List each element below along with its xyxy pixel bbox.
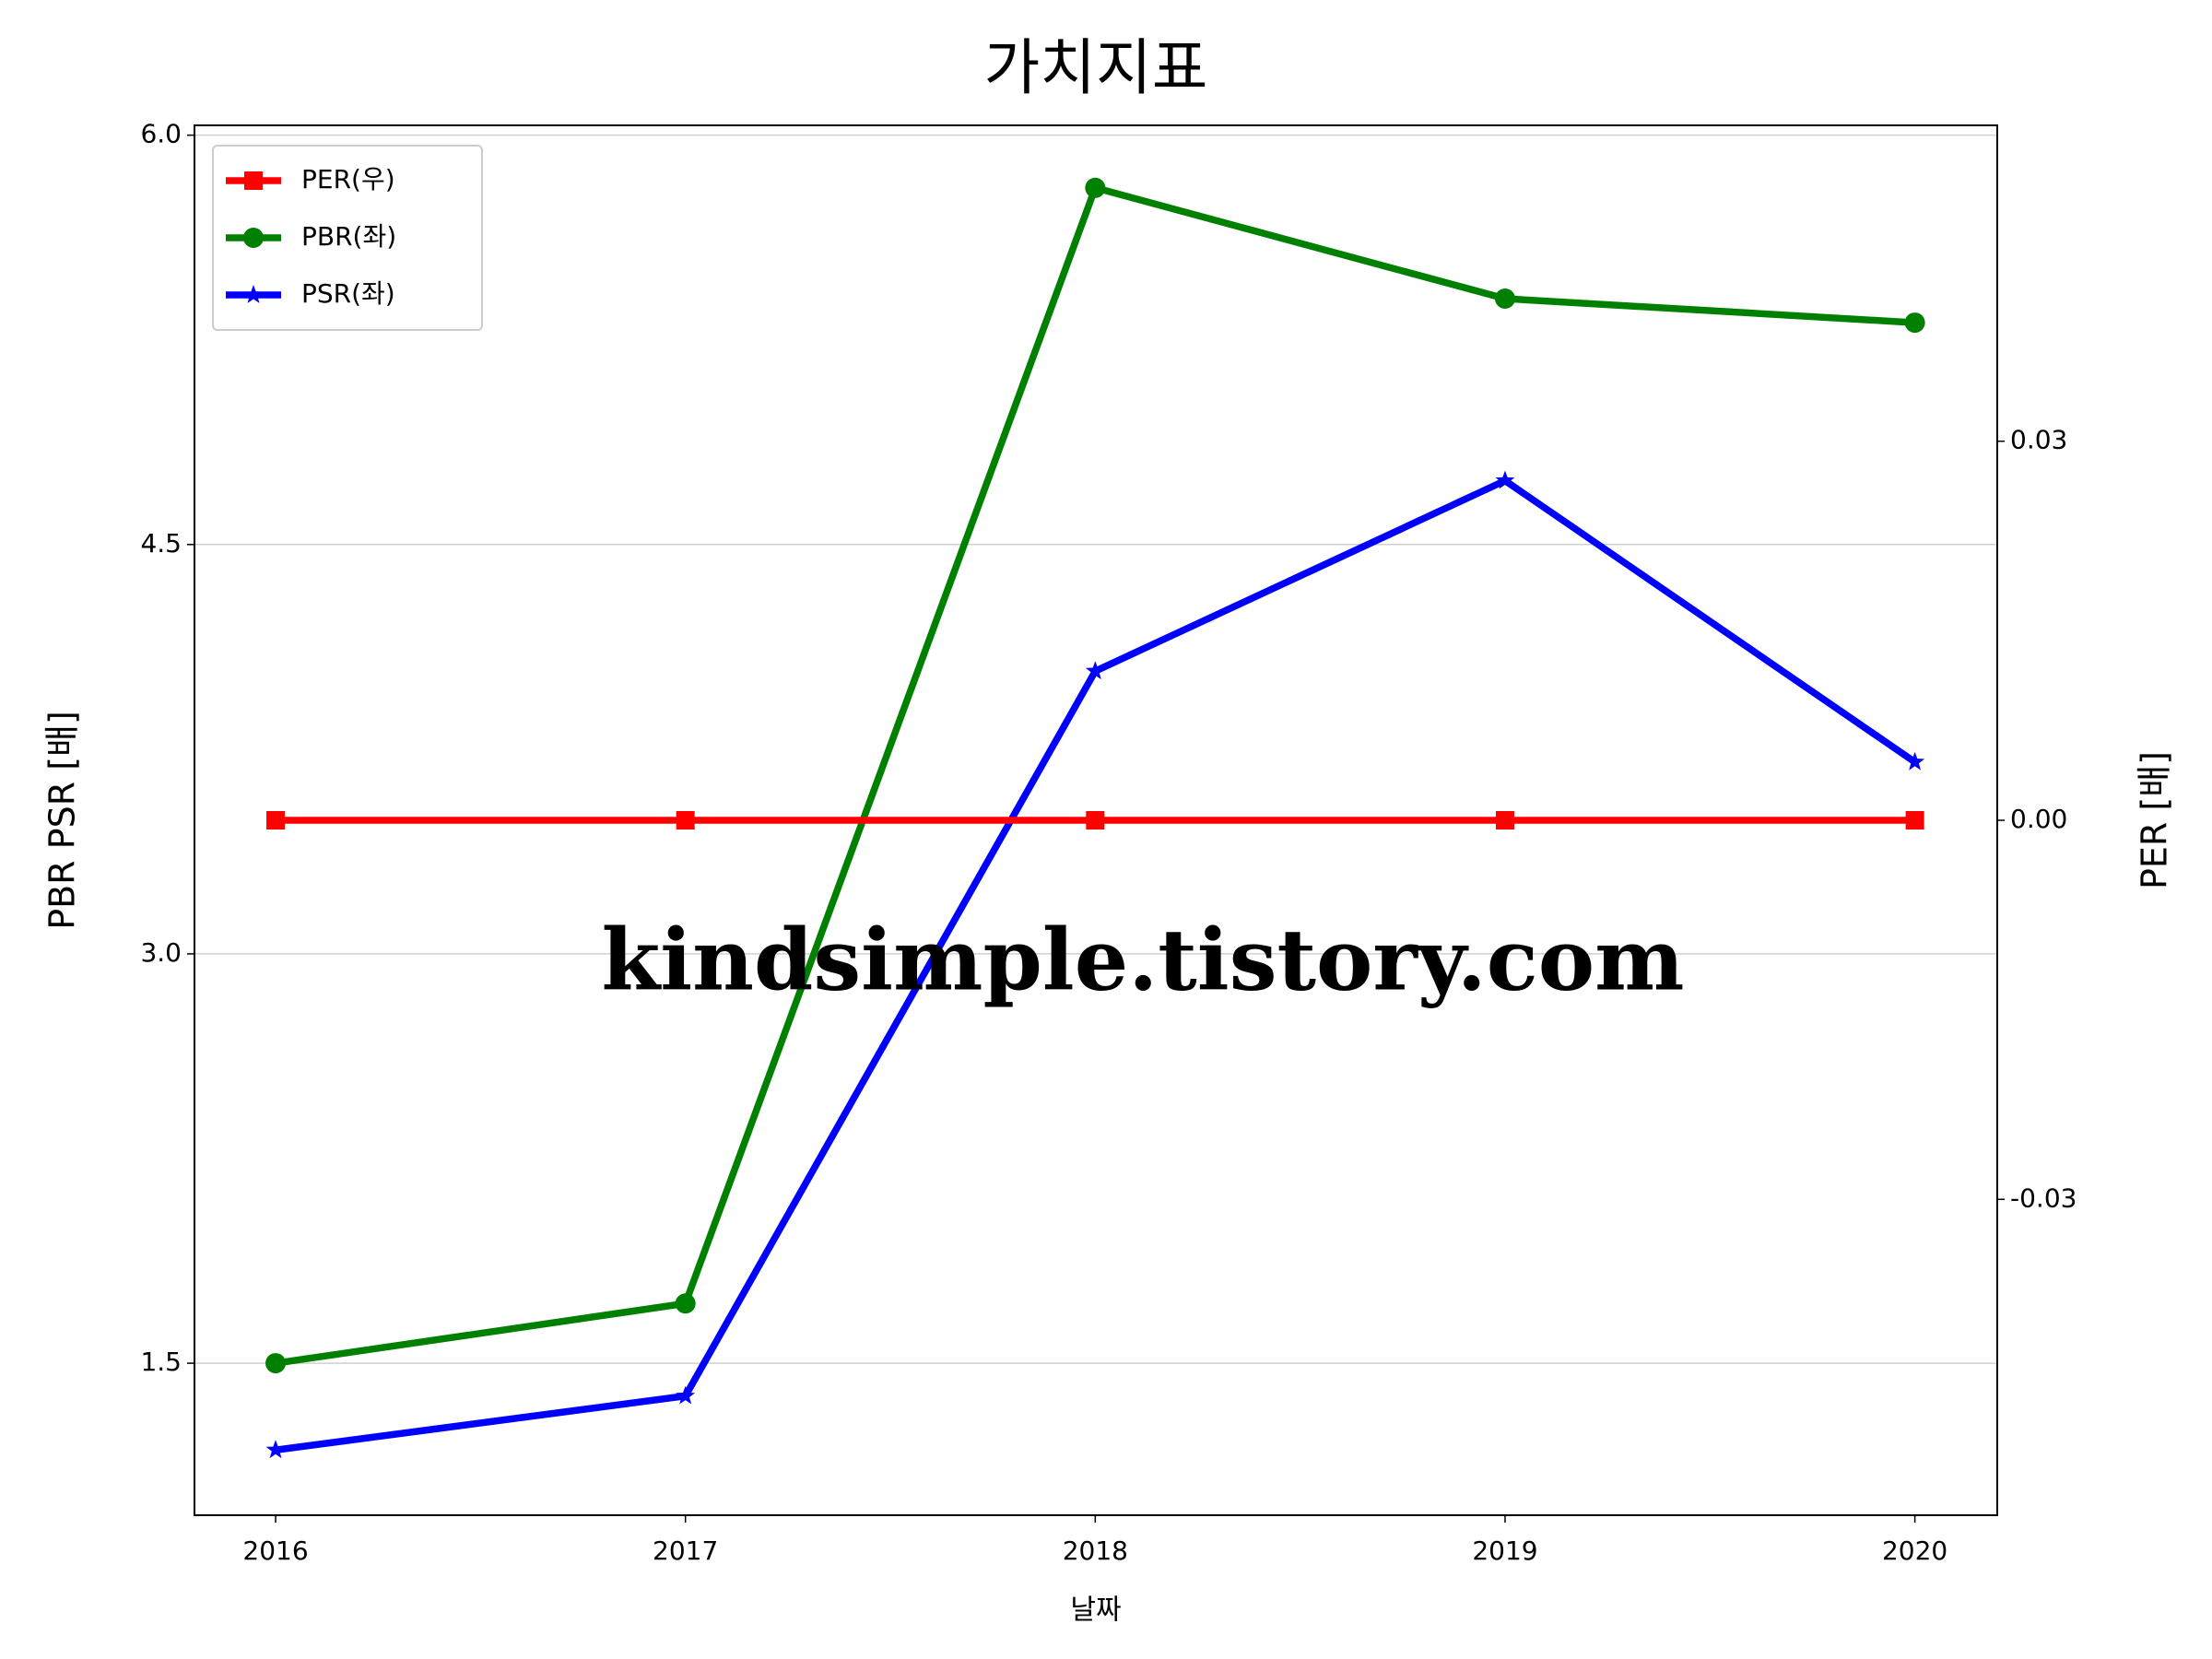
marker — [1085, 177, 1106, 198]
y2-tick-label: 0.03 — [2010, 425, 2067, 455]
marker — [1905, 751, 1925, 771]
x-tick-label: 2017 — [653, 1535, 718, 1566]
x-axis-label: 날짜 — [1070, 1594, 1121, 1627]
legend-marker — [244, 171, 263, 190]
legend-label: PBR(좌) — [301, 221, 396, 252]
marker — [1904, 312, 1925, 334]
y-tick-label: 3.0 — [140, 937, 182, 968]
x-tick-label: 2016 — [242, 1535, 308, 1566]
legend-marker — [243, 228, 264, 248]
marker — [265, 1440, 286, 1459]
y-axis-label: PBR PSR [배] — [42, 711, 83, 930]
y2-tick-label: -0.03 — [2010, 1182, 2077, 1213]
x-tick-label: 2018 — [1063, 1535, 1128, 1566]
y-tick-label: 6.0 — [140, 119, 182, 149]
y2-axis-label: PER [배] — [2135, 751, 2175, 889]
legend-marker — [243, 285, 264, 303]
y2-tick-label: 0.00 — [2010, 804, 2067, 834]
y-tick-label: 1.5 — [140, 1347, 182, 1377]
watermark: kindsimple.tistory.com — [601, 911, 1684, 1010]
marker — [1086, 811, 1105, 830]
marker — [265, 1353, 287, 1374]
x-tick-label: 2020 — [1882, 1535, 1947, 1566]
marker — [676, 811, 695, 830]
y-tick-label: 4.5 — [140, 528, 182, 559]
chart-title: 가치지표 — [984, 32, 1208, 103]
marker — [1495, 811, 1514, 830]
marker — [1085, 661, 1105, 680]
legend-box — [212, 145, 483, 331]
marker — [675, 1293, 696, 1314]
legend-label: PER(우) — [301, 164, 395, 194]
x-tick-label: 2019 — [1472, 1535, 1537, 1566]
marker — [676, 1385, 696, 1405]
plot-frame — [194, 124, 1998, 1516]
marker — [266, 811, 286, 830]
marker — [1495, 470, 1515, 489]
legend-label: PSR(좌) — [301, 278, 395, 309]
marker — [1494, 288, 1515, 310]
marker — [1905, 811, 1924, 830]
